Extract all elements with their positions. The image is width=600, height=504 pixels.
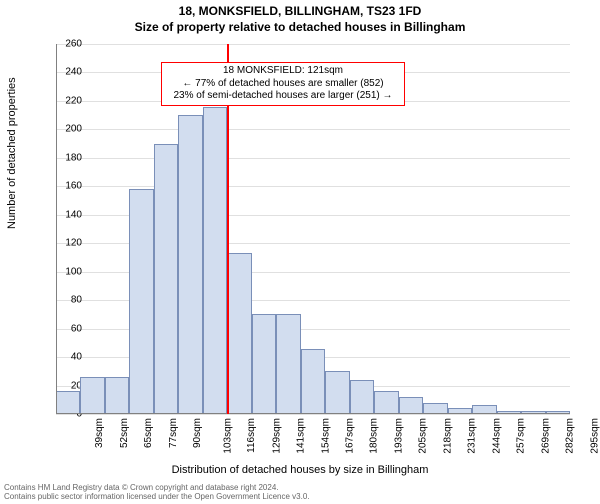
y-tick-label: 180 <box>65 152 82 163</box>
gridline <box>56 186 570 187</box>
x-tick-label: 90sqm <box>192 418 203 448</box>
gridline <box>56 414 570 415</box>
x-tick-label: 77sqm <box>168 418 179 448</box>
histogram-bar <box>203 107 227 414</box>
x-tick-label: 129sqm <box>271 418 282 454</box>
histogram-bar <box>129 189 153 414</box>
x-tick-label: 269sqm <box>540 418 551 454</box>
x-tick-label: 282sqm <box>565 418 576 454</box>
histogram-bar <box>105 377 129 414</box>
x-tick-label: 193sqm <box>394 418 405 454</box>
histogram-bar <box>325 371 349 414</box>
x-tick-label: 167sqm <box>345 418 356 454</box>
gridline <box>56 129 570 130</box>
histogram-bar <box>56 391 80 414</box>
histogram-bar <box>276 314 300 414</box>
callout-box: 18 MONKSFIELD: 121sqm← 77% of detached h… <box>161 62 405 106</box>
footer: Contains HM Land Registry data © Crown c… <box>4 483 596 502</box>
x-tick-label: 154sqm <box>320 418 331 454</box>
x-axis-line <box>56 413 570 414</box>
x-tick-label: 116sqm <box>246 418 257 453</box>
y-tick-label: 140 <box>65 209 82 220</box>
x-tick-label: 65sqm <box>143 418 154 448</box>
histogram-bar <box>227 253 251 414</box>
x-tick-label: 141sqm <box>296 418 307 454</box>
histogram-bar <box>80 377 104 414</box>
x-tick-label: 218sqm <box>442 418 453 454</box>
x-tick-label: 39sqm <box>94 418 105 448</box>
histogram-bar <box>178 115 202 414</box>
callout-line2: ← 77% of detached houses are smaller (85… <box>168 78 398 91</box>
x-tick-label: 257sqm <box>516 418 527 454</box>
x-tick-label: 231sqm <box>467 418 478 454</box>
chart-area: 18 MONKSFIELD: 121sqm← 77% of detached h… <box>56 44 570 414</box>
histogram-bar <box>154 144 178 414</box>
histogram-bar <box>252 314 276 414</box>
x-tick-label: 180sqm <box>369 418 380 454</box>
y-tick-label: 40 <box>71 352 82 363</box>
y-tick-label: 240 <box>65 67 82 78</box>
histogram-bar <box>374 391 398 414</box>
y-tick-label: 200 <box>65 124 82 135</box>
callout-line1: 18 MONKSFIELD: 121sqm <box>168 65 398 78</box>
y-axis-label: Number of detached properties <box>6 77 18 229</box>
gridline <box>56 44 570 45</box>
x-tick-label: 205sqm <box>418 418 429 454</box>
x-axis-label: Distribution of detached houses by size … <box>0 464 600 476</box>
y-tick-label: 120 <box>65 238 82 249</box>
y-tick-label: 160 <box>65 181 82 192</box>
y-tick-label: 80 <box>71 295 82 306</box>
histogram-bar <box>350 380 374 414</box>
histogram-plot: 18 MONKSFIELD: 121sqm← 77% of detached h… <box>56 44 570 414</box>
y-tick-label: 260 <box>65 39 82 50</box>
title-main: 18, MONKSFIELD, BILLINGHAM, TS23 1FD <box>0 4 600 18</box>
footer-line1: Contains HM Land Registry data © Crown c… <box>4 483 596 493</box>
x-tick-label: 244sqm <box>491 418 502 454</box>
footer-line2: Contains public sector information licen… <box>4 492 596 502</box>
x-tick-label: 103sqm <box>222 418 233 454</box>
y-tick-label: 60 <box>71 323 82 334</box>
x-tick-label: 295sqm <box>589 418 600 454</box>
gridline <box>56 158 570 159</box>
histogram-bar <box>399 397 423 414</box>
y-axis-line <box>56 44 57 414</box>
x-tick-label: 52sqm <box>119 418 130 448</box>
y-tick-label: 220 <box>65 95 82 106</box>
histogram-bar <box>301 349 325 414</box>
y-tick-label: 100 <box>65 266 82 277</box>
callout-line3: 23% of semi-detached houses are larger (… <box>168 90 398 103</box>
title-sub: Size of property relative to detached ho… <box>0 20 600 34</box>
